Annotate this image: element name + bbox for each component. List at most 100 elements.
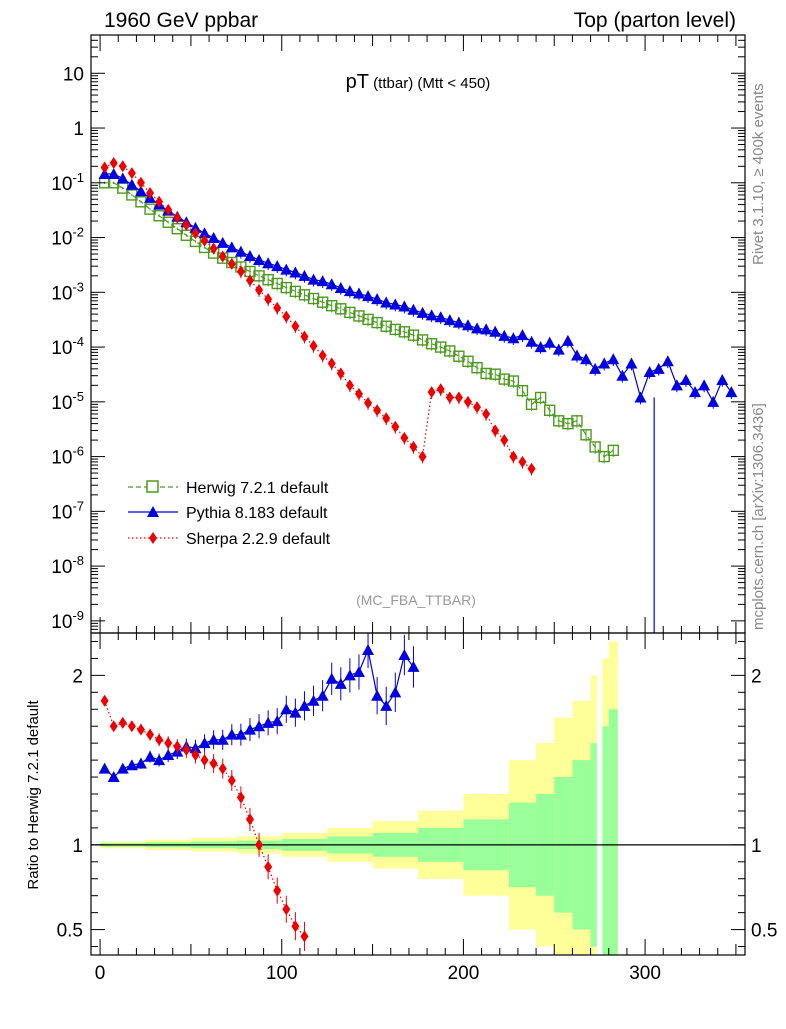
main-series-point [316, 296, 329, 308]
ratio-y-tick-label-right-1: 1 [751, 836, 762, 857]
main-y-tick-label-1e-3: 10-3 [51, 279, 84, 304]
main-series-point [389, 323, 401, 336]
ratio-series-point [389, 686, 402, 698]
axes-group [90, 34, 746, 956]
main-series-point [209, 242, 218, 255]
main-series-point [146, 187, 155, 200]
main-series-point [109, 156, 118, 169]
main-series-point [134, 185, 147, 197]
ratio-y-tick-label-left-2: 2 [72, 666, 83, 687]
tick-base: 10 [51, 174, 72, 195]
ratio-series-point [173, 740, 182, 753]
main-series-point [471, 322, 484, 334]
main-series-point [443, 314, 456, 326]
ratio-y-tick-label-right-2: 2 [751, 666, 762, 687]
ratio-series-point [162, 749, 175, 761]
main-series-point [462, 355, 474, 367]
x-tick-label-200: 200 [448, 963, 480, 984]
tick-base: 10 [51, 448, 72, 469]
main-series-point [689, 386, 702, 398]
ratio-uncertainty-bands [91, 633, 745, 955]
main-series-point [491, 424, 500, 437]
ratio-y-axis-label: Ratio to Herwig 7.2.1 default [25, 700, 42, 890]
main-series-point [571, 415, 583, 427]
legend-pythia-marker [147, 506, 159, 517]
ratio-y-tick-label-right-0.5: 0.5 [751, 921, 777, 942]
main-series-point [164, 203, 173, 216]
main-series-point [191, 227, 200, 240]
main-series-point [282, 310, 291, 323]
ratio-series-point [253, 720, 266, 732]
main-series-point [436, 383, 445, 396]
main-series-point [253, 253, 266, 265]
main-series-point [271, 277, 283, 290]
main-series-point [300, 330, 309, 343]
ratio-series-point [116, 762, 129, 774]
main-series-point [507, 375, 520, 387]
ratio-series-point [255, 838, 264, 851]
main-series-point [716, 374, 729, 386]
main-series-point [298, 269, 311, 281]
header-right-label: Top (parton level) [574, 9, 736, 32]
main-series-point [380, 296, 393, 308]
main-series-point [218, 250, 227, 263]
main-y-tick-label-1e-5: 10-5 [51, 389, 84, 414]
ratio-series-point [289, 706, 302, 718]
main-series-point [498, 329, 511, 341]
main-series-point [162, 216, 174, 228]
main-series-point [136, 176, 145, 189]
ratio-series-point [262, 716, 275, 728]
main-series-point [118, 160, 127, 173]
ratio-series-point [280, 703, 293, 715]
ratio-series-point [136, 723, 145, 736]
main-series-point [525, 335, 538, 347]
main-series-point [398, 300, 411, 312]
ratio-series-point [362, 643, 375, 655]
ratio-series-point [307, 694, 320, 706]
main-series-point [389, 298, 402, 310]
main-y-tick-label-1e-2: 10-2 [51, 225, 84, 250]
main-series-0 [98, 177, 619, 464]
ratio-series-point [398, 649, 411, 661]
tick-exponent: -3 [72, 279, 84, 294]
main-series-point [253, 270, 265, 282]
x-tick-label-0: 0 [95, 963, 106, 984]
main-series-point [309, 339, 318, 352]
x-tick-labels: 0 100 200 300 [95, 963, 661, 984]
ratio-series-point [125, 759, 138, 771]
ratio-series-point [334, 677, 347, 689]
main-series-point [273, 301, 282, 314]
legend-entry-sherpa: Sherpa 2.2.9 default [128, 531, 331, 548]
legend-herwig-label: Herwig 7.2.1 default [186, 480, 329, 497]
ratio-series-point [200, 754, 209, 767]
main-series-group [98, 156, 738, 633]
main-series-point [345, 379, 354, 392]
main-series-point [198, 227, 211, 239]
main-series-point [127, 167, 136, 180]
main-series-point [561, 334, 574, 346]
main-series-point [407, 303, 420, 315]
main-series-point [289, 266, 302, 278]
main-series-point [173, 211, 182, 224]
main-series-point [471, 361, 483, 374]
ratio-series-point [98, 762, 111, 774]
ratio-series-point [107, 771, 120, 783]
ratio-series-point [144, 750, 157, 762]
ratio-series-point [271, 715, 284, 727]
main-series-point [100, 161, 109, 174]
tick-base: 10 [51, 393, 72, 414]
main-series-point [598, 450, 610, 463]
x-tick-label-100: 100 [266, 963, 298, 984]
ratio-series-point [118, 716, 127, 729]
main-y-tick-label-1e-9: 10-9 [51, 608, 84, 633]
mcplots-label: mcplots.cern.ch [arXiv:1306.3436] [750, 403, 767, 630]
header-left-label: 1960 GeV ppbar [104, 9, 258, 32]
main-series-point [607, 353, 620, 365]
x-tick-label-300: 300 [629, 963, 661, 984]
tick-base: 10 [51, 283, 72, 304]
ratio-y-tick-labels: 0.5 1 2 0.5 1 2 [57, 666, 778, 941]
main-series-point [227, 257, 236, 270]
ratio-series-point [216, 733, 229, 745]
main-series-point [544, 404, 556, 417]
